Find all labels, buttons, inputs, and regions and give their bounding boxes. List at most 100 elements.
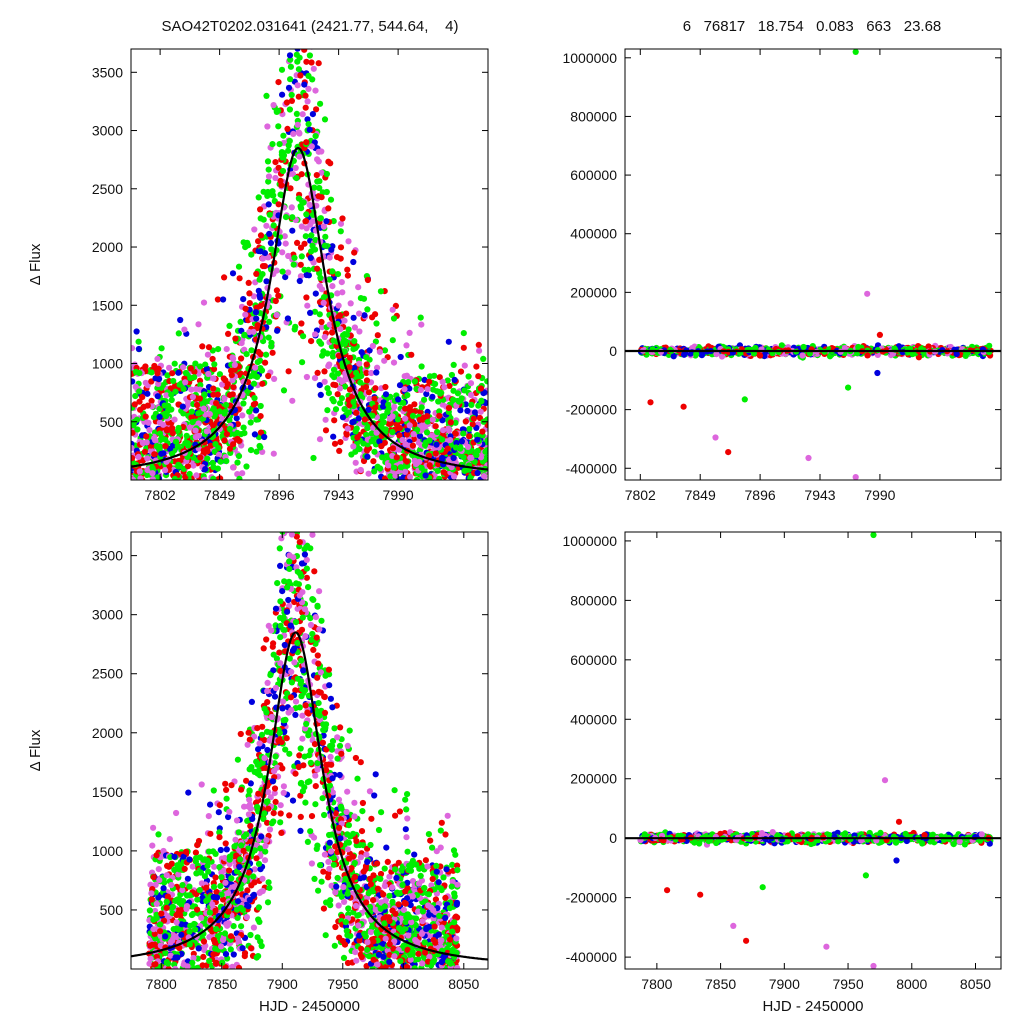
data-point (799, 352, 806, 359)
data-point (251, 431, 258, 438)
data-point (210, 385, 217, 392)
data-point (247, 931, 254, 939)
data-point (331, 374, 338, 381)
data-point (294, 82, 301, 89)
data-point (136, 388, 143, 395)
data-point (391, 403, 398, 410)
data-point (403, 372, 410, 379)
outlier-point (712, 434, 719, 441)
y-tick-label: 3500 (92, 64, 123, 80)
data-point (307, 759, 314, 766)
y-tick-label: 2000 (92, 239, 123, 255)
data-point (154, 474, 161, 480)
data-point (337, 724, 344, 731)
data-point (239, 412, 246, 419)
data-point (287, 519, 293, 525)
data-point (155, 866, 162, 873)
data-point (270, 667, 277, 674)
data-point (253, 407, 260, 414)
data-point (170, 377, 177, 385)
data-point (405, 379, 412, 386)
data-point (142, 363, 149, 370)
data-point (416, 458, 423, 465)
data-point (371, 468, 378, 475)
data-point (287, 76, 294, 83)
y-axis-label: Δ Flux (27, 243, 44, 285)
data-point (339, 215, 346, 222)
data-point (180, 364, 187, 371)
data-point (200, 953, 207, 961)
data-point (439, 378, 446, 386)
data-point (264, 679, 271, 687)
data-point (330, 398, 337, 405)
data-point (192, 427, 199, 434)
data-point (241, 430, 248, 437)
data-point (307, 254, 314, 261)
data-point (257, 351, 264, 358)
data-point (234, 459, 241, 466)
data-point (426, 437, 433, 444)
data-point (149, 464, 156, 471)
data-point (205, 868, 212, 875)
data-point (188, 408, 195, 415)
data-point (244, 817, 251, 825)
data-point (171, 360, 178, 367)
data-point (156, 413, 163, 420)
data-point (315, 887, 322, 894)
data-point (409, 442, 416, 449)
data-point (418, 363, 425, 370)
data-point (369, 412, 376, 419)
data-point (332, 889, 339, 896)
data-point (446, 382, 453, 389)
data-point (210, 787, 217, 794)
data-point (156, 430, 164, 437)
data-point (457, 368, 465, 375)
data-point (713, 351, 720, 358)
data-point (264, 192, 271, 199)
data-point (334, 271, 342, 278)
data-point (302, 233, 309, 240)
data-point (469, 421, 476, 428)
data-point (158, 450, 165, 457)
header-title-left: SAO42T0202.031641 (2421.77, 544.64, 4) (162, 18, 459, 35)
data-point (318, 324, 326, 331)
data-point (308, 232, 315, 239)
data-point (223, 401, 230, 409)
data-point (264, 899, 272, 906)
data-point (480, 355, 487, 362)
data-point (263, 278, 270, 285)
data-point (311, 308, 319, 315)
data-points (131, 49, 488, 480)
data-point (381, 357, 388, 364)
data-point (163, 392, 170, 399)
data-point (287, 185, 294, 192)
data-point (306, 52, 313, 59)
data-point (211, 361, 218, 368)
data-point (273, 311, 280, 319)
y-tick-label: 0 (609, 343, 617, 359)
data-point (290, 130, 297, 137)
data-point (146, 960, 153, 967)
data-point (246, 300, 253, 307)
data-point (162, 436, 169, 443)
outlier-point (805, 454, 812, 462)
data-point (254, 322, 261, 329)
data-point (422, 472, 429, 479)
data-point (289, 170, 296, 178)
data-point (245, 279, 252, 286)
data-point (309, 596, 316, 603)
data-point (270, 450, 277, 457)
data-point (271, 693, 279, 700)
data-point (288, 97, 295, 104)
data-point (197, 382, 204, 389)
data-point (244, 887, 251, 894)
data-point (188, 414, 195, 421)
data-point (460, 430, 467, 437)
y-tick-label: 3000 (92, 123, 123, 139)
data-point (403, 342, 410, 349)
data-point (356, 310, 363, 317)
data-point (321, 368, 328, 375)
data-point (134, 426, 141, 433)
data-point (756, 352, 764, 359)
data-point (269, 349, 276, 356)
